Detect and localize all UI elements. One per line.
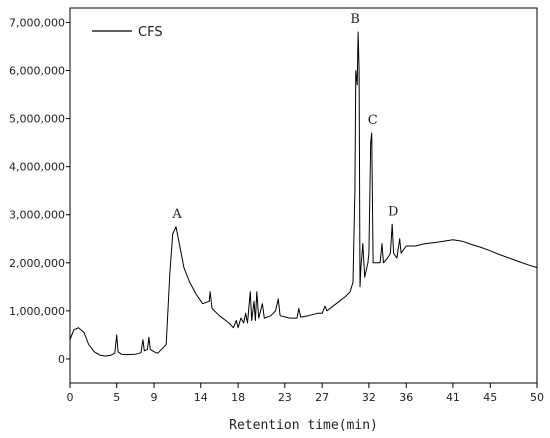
peak-label-c: C [368, 113, 378, 128]
y-tick-label: 0 [58, 353, 65, 366]
legend: CFS [92, 25, 163, 40]
series-line-cfs [69, 31, 538, 357]
x-tick-label: 5 [113, 391, 120, 404]
peak-label-a: A [171, 207, 182, 222]
x-tick-label: 0 [67, 391, 74, 404]
plot-frame [69, 7, 538, 384]
x-tick-label: 14 [194, 391, 208, 404]
y-tick-label: 3,000,000 [9, 209, 65, 222]
y-tick-label: 5,000,000 [9, 113, 65, 126]
series-layer [69, 31, 538, 357]
x-tick-label: 9 [151, 391, 158, 404]
legend-label-cfs: CFS [138, 25, 163, 40]
x-tick-label: 41 [446, 391, 460, 404]
x-tick-label: 27 [315, 391, 329, 404]
x-axis: 0 5 9 14 18 23 27 32 36 41 45 50 [67, 383, 544, 404]
x-tick-label: 36 [399, 391, 413, 404]
peak-label-d: D [388, 204, 398, 219]
x-tick-label: 18 [231, 391, 245, 404]
y-tick-label: 4,000,000 [9, 161, 65, 174]
x-tick-label: 50 [530, 391, 544, 404]
x-tick-label: 45 [483, 391, 497, 404]
y-tick-label: 1,000,000 [9, 305, 65, 318]
x-tick-label: 32 [362, 391, 376, 404]
y-tick-label: 2,000,000 [9, 257, 65, 270]
peak-label-b: B [350, 12, 360, 27]
y-tick-label: 6,000,000 [9, 65, 65, 78]
x-axis-title: Retention time(min) [229, 418, 378, 433]
peak-annotations: A B C D [171, 12, 398, 222]
y-tick-label: 7,000,000 [9, 16, 65, 29]
y-axis: 0 1,000,000 2,000,000 3,000,000 4,000,000 5,0… [9, 16, 70, 366]
x-tick-label: 23 [278, 391, 292, 404]
plot-border [69, 7, 538, 384]
